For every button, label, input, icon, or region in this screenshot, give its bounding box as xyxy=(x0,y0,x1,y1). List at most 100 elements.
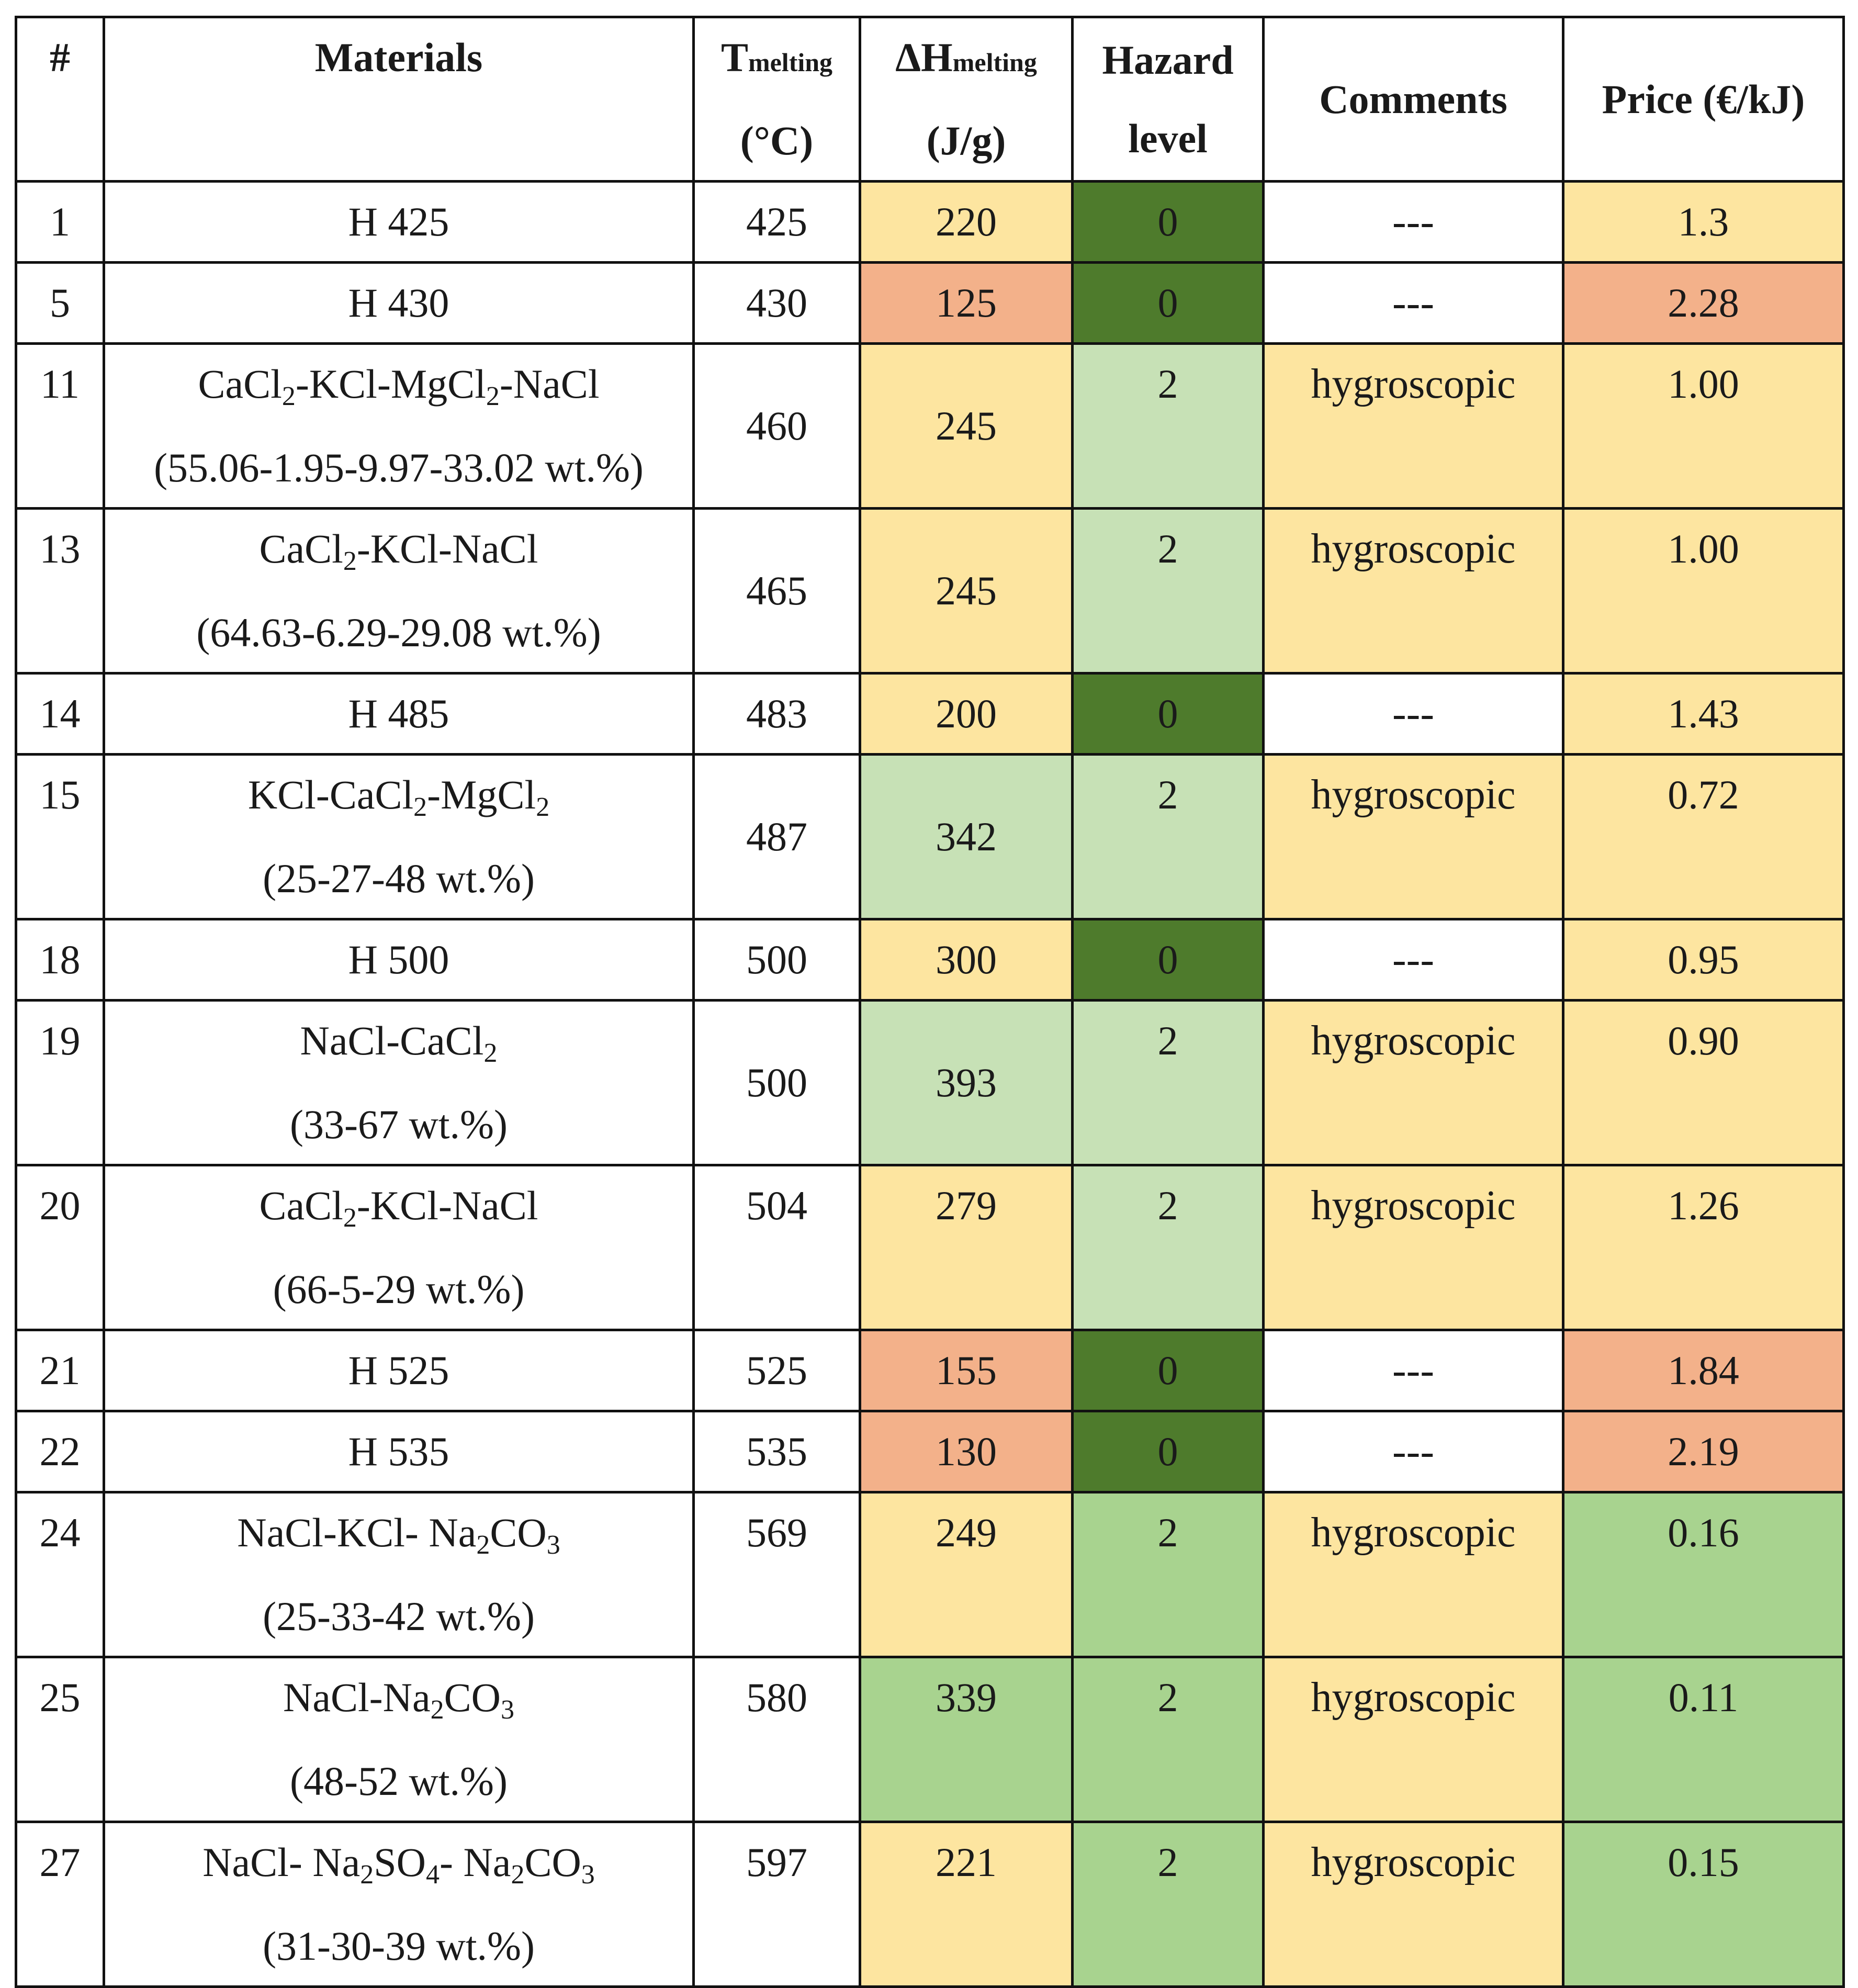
row-number: 14 xyxy=(15,672,105,756)
table-row: 20 CaCl2-KCl-NaCl (66-5-29 wt.%) 504 279 2 hyg… xyxy=(15,1164,1845,1331)
hazard-level-value: 2 xyxy=(1071,1491,1265,1658)
table-row: 19 NaCl-CaCl2 (33-67 wt.%) 500 393 2 hygroscop… xyxy=(15,999,1845,1166)
price-value: 2.19 xyxy=(1562,1410,1845,1493)
t-melting-value: 500 xyxy=(692,918,861,1002)
t-melting-value: 504 xyxy=(692,1164,861,1331)
header-num: # xyxy=(15,16,105,183)
material-composition: (33-67 wt.%) xyxy=(290,1102,508,1147)
table-row: 25 NaCl-Na2CO3 (48-52 wt.%) 580 339 2 hygrosco… xyxy=(15,1656,1845,1823)
hazard-level-value: 2 xyxy=(1071,1656,1265,1823)
header-row: # Materials Tmelting (°C) ΔHmelting (J/g… xyxy=(15,16,1845,183)
comment-value: hygroscopic xyxy=(1262,1821,1564,1988)
material-formula: CaCl2-KCl-NaCl xyxy=(259,1183,538,1233)
table-row: 11 CaCl2-KCl-MgCl2-NaCl (55.06-1.95-9.97-3… xyxy=(15,342,1845,510)
material-composition: (55.06-1.95-9.97-33.02 wt.%) xyxy=(154,445,644,490)
materials-table: # Materials Tmelting (°C) ΔHmelting (J/g… xyxy=(15,16,1845,1988)
material-name: H 535 xyxy=(103,1410,695,1493)
table-row: 5 H 430 430 125 0 --- 2.28 xyxy=(15,261,1845,345)
table-row: 21 H 525 525 155 0 --- 1.84 xyxy=(15,1329,1845,1412)
hazard-level-value: 2 xyxy=(1071,1821,1265,1988)
comment-value: hygroscopic xyxy=(1262,1656,1564,1823)
material-formula: CaCl2-KCl-MgCl2-NaCl xyxy=(198,361,600,411)
comment-value: hygroscopic xyxy=(1262,1491,1564,1658)
t-melting-value: 430 xyxy=(692,261,861,345)
material-formula: CaCl2-KCl-NaCl xyxy=(259,526,538,576)
hazard-level-value: 2 xyxy=(1071,999,1265,1166)
material-name: NaCl-CaCl2 (33-67 wt.%) xyxy=(103,999,695,1166)
table-row: 24 NaCl-KCl- Na2CO3 (25-33-42 wt.%) 569 249 2… xyxy=(15,1491,1845,1658)
table-row: 18 H 500 500 300 0 --- 0.95 xyxy=(15,918,1845,1002)
material-name: H 500 xyxy=(103,918,695,1002)
table-row: 13 CaCl2-KCl-NaCl (64.63-6.29-29.08 wt.%) 4… xyxy=(15,507,1845,675)
hazard-level-value: 0 xyxy=(1071,1329,1265,1412)
price-value: 0.72 xyxy=(1562,753,1845,920)
t-melting-value: 525 xyxy=(692,1329,861,1412)
dh-melting-value: 300 xyxy=(859,918,1074,1002)
table-row: 27 NaCl- Na2SO4- Na2CO3 (31-30-39 wt.%) 597… xyxy=(15,1821,1845,1988)
material-name: H 425 xyxy=(103,180,695,264)
header-dhmelting: ΔHmelting (J/g) xyxy=(859,16,1074,183)
hazard-level-value: 2 xyxy=(1071,753,1265,920)
material-name: H 430 xyxy=(103,261,695,345)
dh-melting-value: 220 xyxy=(859,180,1074,264)
material-formula: H 525 xyxy=(348,1347,449,1393)
t-melting-value: 465 xyxy=(692,507,861,675)
row-number: 27 xyxy=(15,1821,105,1988)
material-name: CaCl2-KCl-NaCl (64.63-6.29-29.08 wt.%) xyxy=(103,507,695,675)
material-composition: (64.63-6.29-29.08 wt.%) xyxy=(196,610,601,655)
header-tmelting: Tmelting (°C) xyxy=(692,16,861,183)
table-row: 15 KCl-CaCl2-MgCl2 (25-27-48 wt.%) 487 342 2 h… xyxy=(15,753,1845,920)
row-number: 18 xyxy=(15,918,105,1002)
price-value: 0.16 xyxy=(1562,1491,1845,1658)
t-melting-value: 500 xyxy=(692,999,861,1166)
material-formula: H 425 xyxy=(348,199,449,244)
price-value: 1.3 xyxy=(1562,180,1845,264)
dh-melting-value: 393 xyxy=(859,999,1074,1166)
row-number: 21 xyxy=(15,1329,105,1412)
row-number: 24 xyxy=(15,1491,105,1658)
dh-melting-value: 245 xyxy=(859,342,1074,510)
row-number: 25 xyxy=(15,1656,105,1823)
material-formula: H 500 xyxy=(348,937,449,982)
material-formula: NaCl- Na2SO4- Na2CO3 xyxy=(202,1839,595,1890)
price-value: 0.90 xyxy=(1562,999,1845,1166)
price-value: 0.11 xyxy=(1562,1656,1845,1823)
dh-melting-value: 221 xyxy=(859,1821,1074,1988)
material-formula: H 485 xyxy=(348,691,449,736)
comment-value: hygroscopic xyxy=(1262,507,1564,675)
row-number: 5 xyxy=(15,261,105,345)
t-melting-value: 569 xyxy=(692,1491,861,1658)
t-melting-value: 483 xyxy=(692,672,861,756)
dh-melting-value: 155 xyxy=(859,1329,1074,1412)
row-number: 13 xyxy=(15,507,105,675)
material-name: NaCl- Na2SO4- Na2CO3 (31-30-39 wt.%) xyxy=(103,1821,695,1988)
comment-value: --- xyxy=(1262,180,1564,264)
row-number: 15 xyxy=(15,753,105,920)
material-formula: H 430 xyxy=(348,280,449,325)
comment-value: hygroscopic xyxy=(1262,753,1564,920)
price-value: 1.26 xyxy=(1562,1164,1845,1331)
header-price: Price (€/kJ) xyxy=(1562,16,1845,183)
row-number: 11 xyxy=(15,342,105,510)
row-number: 22 xyxy=(15,1410,105,1493)
dh-melting-value: 279 xyxy=(859,1164,1074,1331)
material-name: NaCl-Na2CO3 (48-52 wt.%) xyxy=(103,1656,695,1823)
hazard-level-value: 0 xyxy=(1071,672,1265,756)
dh-melting-value: 249 xyxy=(859,1491,1074,1658)
material-composition: (25-27-48 wt.%) xyxy=(263,856,535,901)
row-number: 20 xyxy=(15,1164,105,1331)
t-melting-value: 425 xyxy=(692,180,861,264)
material-composition: (66-5-29 wt.%) xyxy=(273,1266,525,1312)
material-formula: NaCl-CaCl2 xyxy=(300,1018,498,1068)
comment-value: hygroscopic xyxy=(1262,1164,1564,1331)
t-melting-value: 580 xyxy=(692,1656,861,1823)
dh-melting-value: 125 xyxy=(859,261,1074,345)
material-composition: (31-30-39 wt.%) xyxy=(263,1923,535,1969)
dh-melting-value: 200 xyxy=(859,672,1074,756)
dh-melting-value: 245 xyxy=(859,507,1074,675)
row-number: 1 xyxy=(15,180,105,264)
price-value: 2.28 xyxy=(1562,261,1845,345)
table-row: 1 H 425 425 220 0 --- 1.3 xyxy=(15,180,1845,264)
material-name: CaCl2-KCl-NaCl (66-5-29 wt.%) xyxy=(103,1164,695,1331)
